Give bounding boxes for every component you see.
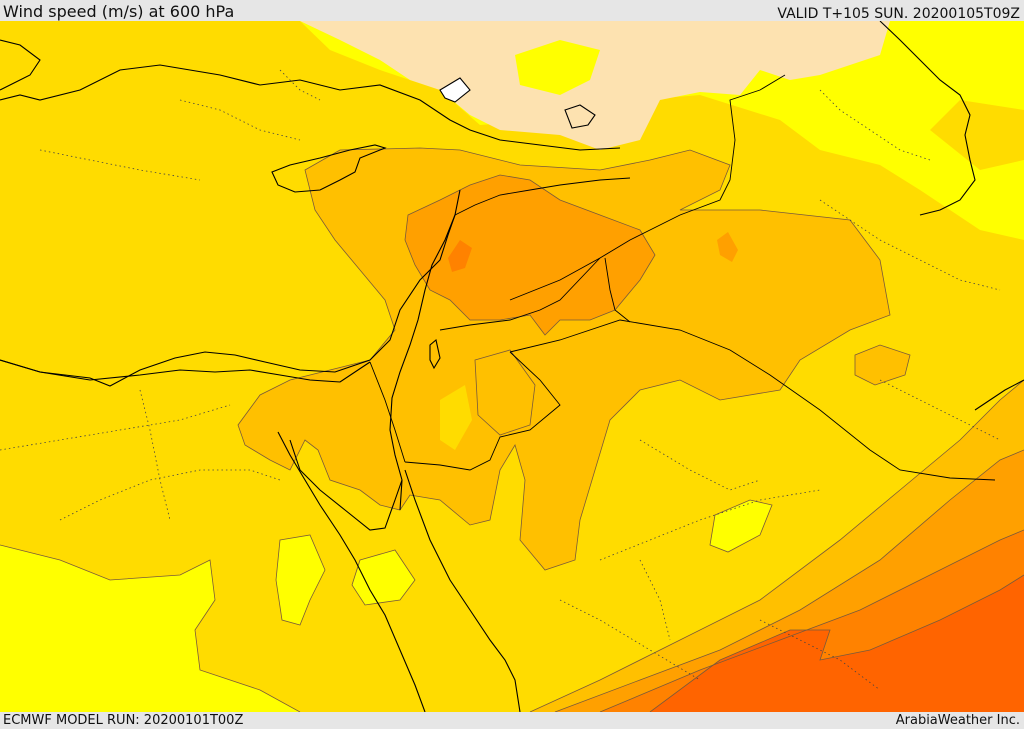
field-patch-orange-small xyxy=(717,232,738,262)
field-band-yellow-north xyxy=(0,21,1024,240)
valid-time: VALID T+105 SUN. 20200105T09Z xyxy=(777,6,1020,22)
field-band-orange-core xyxy=(405,175,655,335)
border-syria-jordan xyxy=(439,257,601,331)
header-bar: Wind speed (m/s) at 600 hPa VALID T+105 … xyxy=(0,0,1024,22)
admin-lines xyxy=(0,69,1001,691)
political-borders xyxy=(369,74,996,481)
field-patch-yellow-saudi xyxy=(710,500,772,552)
field-patch-yellow-inside xyxy=(440,385,472,450)
field-patch-amber-iraq xyxy=(855,345,910,385)
contour-lines xyxy=(0,147,1024,712)
coast-egypt-north xyxy=(0,359,371,383)
border-jordan-saudi-south xyxy=(404,351,561,471)
wind-speed-map xyxy=(0,21,1024,712)
field-band-pale-caucasus xyxy=(300,21,890,150)
coast-cyprus xyxy=(271,144,387,193)
border-syria-iraq xyxy=(509,74,786,301)
coast-dead-sea xyxy=(429,338,441,370)
credit-label: ArabiaWeather Inc. xyxy=(895,713,1020,728)
map-canvas xyxy=(0,21,1024,712)
coast-black-sea-edge xyxy=(439,77,471,103)
coast-aegean xyxy=(0,39,41,91)
map-title: Wind speed (m/s) at 600 hPa xyxy=(3,2,235,21)
border-iraq-saudi xyxy=(509,319,996,481)
coast-caspian xyxy=(879,21,976,216)
coastlines xyxy=(0,21,1024,712)
coast-red-sea-east xyxy=(404,469,521,712)
field-patch-yellow-sinai-2 xyxy=(352,550,415,605)
footer-bar: ECMWF MODEL RUN: 20200101T00Z ArabiaWeat… xyxy=(0,712,1024,729)
coast-lake-van xyxy=(564,104,596,129)
border-jordan-saudi xyxy=(604,257,631,323)
field-patch-yellow-iran xyxy=(985,160,1024,235)
coast-turkey-north xyxy=(0,64,621,151)
coast-levant xyxy=(389,214,456,511)
border-turkey-syria xyxy=(454,177,631,216)
coast-turkey-south xyxy=(0,189,461,387)
model-run-label: ECMWF MODEL RUN: 20200101T00Z xyxy=(3,713,244,728)
coast-gulf xyxy=(974,379,1024,411)
coast-sinai-east xyxy=(289,439,403,531)
coast-gulf-of-suez xyxy=(277,431,426,712)
field-patch-yellow-sinai xyxy=(276,535,325,625)
field-band-red-southeast xyxy=(650,575,1024,712)
field-patch-yellow-armenia xyxy=(515,40,600,95)
field-band-yellow-south-west xyxy=(0,545,300,712)
border-egypt-israel xyxy=(369,361,406,463)
field-patch-orange-lebanon xyxy=(448,240,472,272)
